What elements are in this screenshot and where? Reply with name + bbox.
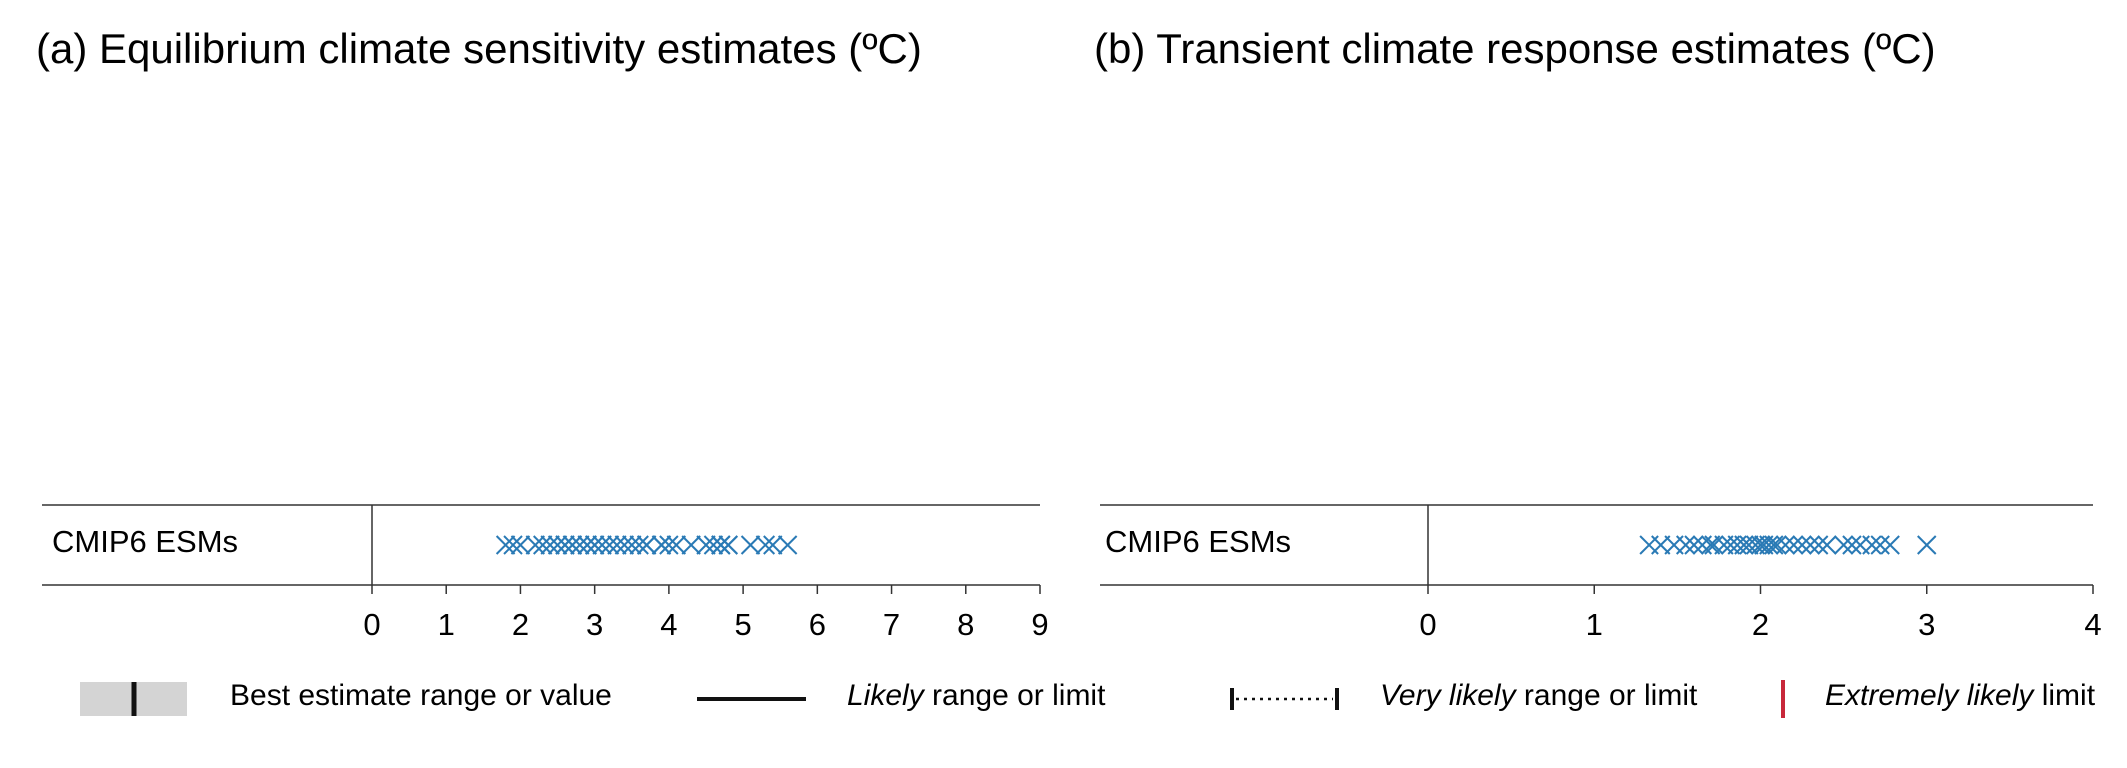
panel-a: CMIP6 ESMs 0 1 2 3 4 5 6 7 8 9 [42, 504, 1049, 642]
panel-b-tick-label: 3 [1918, 607, 1935, 642]
panel-a-tick-label: 3 [586, 607, 603, 642]
panel-b-model-marker [1675, 535, 1696, 555]
panel-b-row-label: CMIP6 ESMs [1105, 524, 1291, 559]
panel-b-title: (b) Transient climate response estimates… [1094, 25, 1936, 72]
panel-b-model-marker [1784, 535, 1804, 555]
panel-a-model-marker [510, 535, 531, 555]
panel-b-axis: 0 1 2 3 4 [1419, 585, 2102, 642]
panel-b-model-marker [1880, 535, 1900, 555]
panel-a-model-marker [666, 535, 687, 555]
panel-b-model-marker [1704, 535, 1724, 555]
legend-very-likely-rest: range or limit [1516, 679, 1698, 712]
panel-a-tick-label: 4 [660, 607, 677, 642]
panel-a-model-marker [614, 535, 635, 555]
panel-b-model-marker [1775, 535, 1796, 555]
panel-a-model-marker [584, 535, 605, 555]
panel-a-tick-label: 9 [1031, 607, 1048, 642]
panel-b-model-marker [1808, 535, 1829, 555]
panel-a-model-marker [755, 535, 776, 555]
panel-a-model-marker [577, 535, 597, 555]
legend-very-likely-label: Very likely range or limit [1380, 679, 1698, 712]
panel-a-model-marker [525, 535, 545, 555]
legend-likely-label: Likely range or limit [847, 679, 1106, 712]
panel-a-tick-label: 1 [438, 607, 455, 642]
legend-best-label: Best estimate range or value [230, 679, 612, 712]
legend: Best estimate range or value Likely rang… [80, 679, 2096, 718]
panel-a-tick-label: 0 [363, 607, 380, 642]
panel-a-model-marker [555, 535, 575, 555]
panel-a-model-marker [562, 535, 583, 555]
panel-b-model-marker [1862, 535, 1882, 555]
legend-extremely-likely-label: Extremely likely limit [1825, 679, 2096, 712]
panel-b-tick-label: 4 [2084, 607, 2101, 642]
panel-a-model-marker [763, 535, 783, 555]
panel-a-model-marker [495, 535, 516, 555]
panel-a-model-marker [592, 535, 612, 555]
panel-b-model-marker [1767, 535, 1787, 555]
panel-b-model-marker [1800, 535, 1821, 555]
legend-likely-rest: range or limit [924, 679, 1106, 712]
panel-a-markers [495, 535, 798, 555]
panel-a-model-marker [540, 535, 560, 555]
panel-a-model-marker [718, 535, 738, 555]
panel-b-model-marker [1684, 535, 1704, 555]
panel-b-model-marker [1833, 535, 1854, 555]
panel-a-row-label: CMIP6 ESMs [52, 524, 238, 559]
panel-b-model-marker [1792, 535, 1812, 555]
panel-b-model-marker [1870, 535, 1890, 555]
panel-a-model-marker [547, 535, 568, 555]
panel-a-model-marker [599, 535, 620, 555]
legend-very-likely-italic: Very likely [1380, 679, 1518, 712]
panel-a-model-marker [570, 535, 590, 555]
panel-a-model-marker [622, 535, 642, 555]
panel-a-model-marker [703, 535, 724, 555]
panel-a-tick-label: 8 [957, 607, 974, 642]
panel-b-tick-label: 0 [1419, 607, 1436, 642]
panel-a-model-marker [711, 535, 731, 555]
panel-b-model-marker [1817, 535, 1837, 555]
panel-b: CMIP6 ESMs 0 1 2 3 4 [1100, 504, 2102, 642]
panel-a-tick-label: 6 [809, 607, 826, 642]
panel-b-model-marker [1917, 535, 1937, 555]
panel-a-axis: 0 1 2 3 4 5 6 7 8 9 [363, 585, 1049, 642]
panel-a-model-marker [777, 535, 798, 555]
panel-a-model-marker [629, 535, 649, 555]
panel-a-model-marker [607, 535, 627, 555]
panel-a-tick-label: 5 [734, 607, 751, 642]
panel-a-model-marker [533, 535, 553, 555]
panel-b-model-marker [1842, 535, 1862, 555]
panel-b-tick-label: 1 [1586, 607, 1603, 642]
panel-b-markers [1639, 535, 1937, 555]
legend-extremely-likely-rest: limit [2033, 679, 2095, 712]
panel-a-model-marker [659, 535, 679, 555]
panel-a-model-marker [740, 535, 761, 555]
panel-a-model-marker [636, 535, 657, 555]
panel-b-model-marker [1759, 535, 1779, 555]
panel-a-model-marker [681, 535, 701, 555]
legend-likely-italic: Likely [847, 679, 926, 712]
panel-a-tick-label: 2 [512, 607, 529, 642]
panel-a-model-marker [651, 535, 672, 555]
panel-a-model-marker [696, 535, 716, 555]
panel-a-model-marker [503, 535, 523, 555]
legend-extremely-likely-italic: Extremely likely [1825, 679, 2035, 712]
panel-a-tick-label: 7 [883, 607, 900, 642]
panel-b-tick-label: 2 [1752, 607, 1769, 642]
panel-a-title: (a) Equilibrium climate sensitivity esti… [36, 25, 922, 72]
